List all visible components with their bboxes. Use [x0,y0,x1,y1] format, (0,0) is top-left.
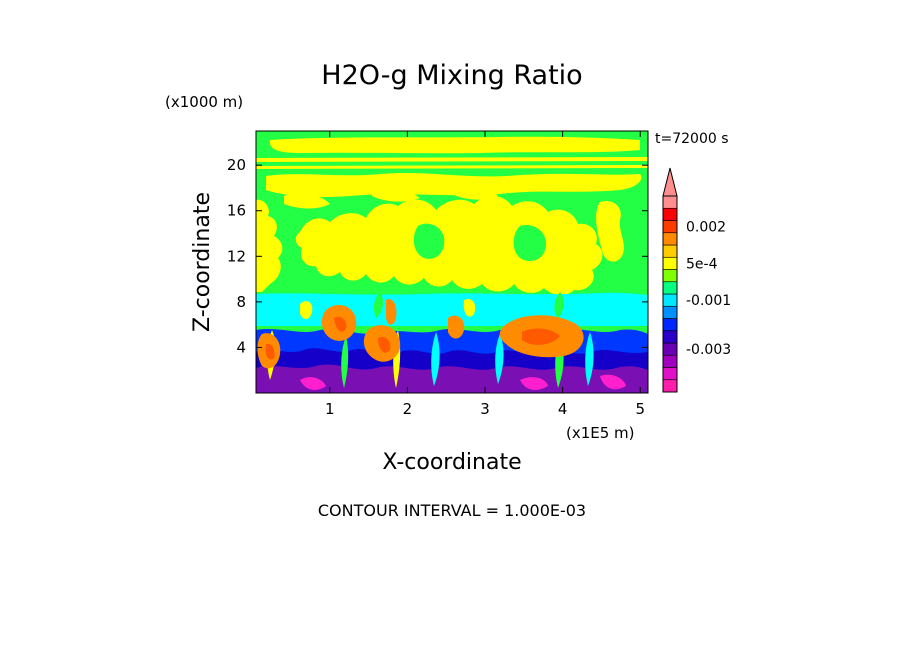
colorbar-swatch [662,269,678,283]
x-axis-unit: (x1E5 m) [566,424,635,442]
time-label: t=72000 s [655,131,729,147]
x-tick-label: 5 [635,400,645,418]
yellow-streak [452,186,498,200]
colorbar-extend-arrow [662,167,678,197]
colorbar [662,167,678,393]
purple-layer [256,364,648,393]
colorbar-swatch [662,379,678,393]
y-axis-unit: (x1000 m) [165,93,243,111]
yellow-streak [463,298,476,317]
colorbar-swatch [662,207,678,221]
colorbar-label: 0.002 [686,220,726,236]
yellow-streak [300,301,313,320]
magenta-patch [300,377,326,390]
colorbar-swatch [662,330,678,344]
y-axis-label: Z-coordinate [190,192,215,332]
colorbar-frame [662,195,678,393]
y-axis-ticks: 4 8 12 16 20 [227,156,648,356]
plot-frame [255,130,649,394]
green-hole [513,224,546,262]
y-tick-label: 16 [227,202,246,220]
colorbar-swatch [662,256,678,270]
colorbar-swatch [662,305,678,319]
x-tick-label: 3 [480,400,490,418]
green-streak [373,292,383,318]
yellow-streak [284,193,330,209]
colorbar-swatch [662,293,678,307]
magenta-patch [600,374,626,390]
colorbar-swatch [662,195,678,209]
y-tick-label: 8 [236,293,246,311]
colorbar-label: -0.001 [686,293,731,309]
contour-field [256,131,648,393]
orange-core [334,316,347,332]
cyan-plume [431,332,440,386]
green-streak [554,292,564,318]
colorbar-swatch [662,232,678,246]
x-tick-label: 4 [558,400,568,418]
colorbar-swatch [662,281,678,295]
y-tick-label: 4 [236,338,246,356]
colorbar-swatch [662,220,678,234]
cyan-plume [585,332,594,386]
orange-blob [386,298,397,325]
x-tick-label: 1 [325,400,335,418]
colorbar-label: 5e-4 [686,256,718,272]
colorbar-labels: 0.002 5e-4 -0.001 -0.003 [686,220,731,359]
colorbar-swatch [662,354,678,368]
green-hole [413,223,445,259]
yellow-streak [596,200,624,262]
colorbar-swatch [662,318,678,332]
orange-core [378,336,391,353]
x-axis-ticks: 1 2 3 4 5 [325,131,645,418]
orange-core [522,328,560,345]
contour-interval-note: CONTOUR INTERVAL = 1.000E-03 [318,501,586,520]
y-tick-label: 12 [227,247,246,265]
colorbar-swatch [662,342,678,356]
x-tick-label: 2 [403,400,413,418]
green-plume [341,336,349,388]
cyan-plume [495,334,504,384]
orange-core [265,343,275,360]
magenta-patch [520,377,548,390]
yellow-streak [258,243,271,290]
y-tick-label: 20 [227,156,246,174]
x-axis-label: X-coordinate [382,450,521,475]
upper-yellow-bands [256,136,648,198]
colorbar-swatch [662,367,678,381]
yellow-streak [372,186,420,202]
main-yellow-region [295,195,603,296]
chart-title: H2O-g Mixing Ratio [321,60,582,91]
orange-blob [448,315,465,339]
colorbar-label: -0.003 [686,342,731,358]
colorbar-swatch [662,244,678,258]
